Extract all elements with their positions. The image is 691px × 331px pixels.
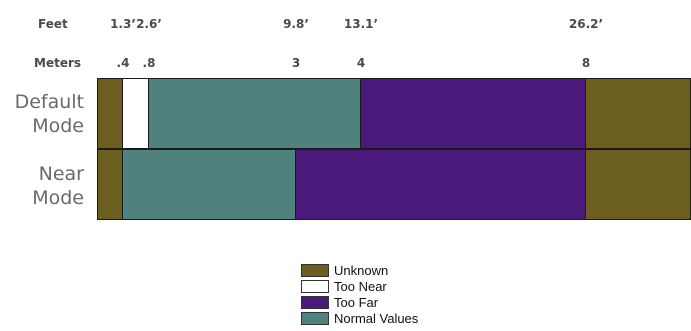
tick-meters-4: 8 [581,56,591,70]
default-mode-bar [97,79,691,149]
tick-meters-1: .8 [142,56,156,70]
feet-label: Feet [38,17,68,31]
meters-label: Meters [34,56,82,70]
segment-normal [149,79,361,149]
tick-feet-1: 2.6’ [136,17,162,31]
segment-unknown [97,79,123,149]
near-mode-label-line1: Near [38,163,84,185]
segment-too-far [296,149,586,219]
segment-too-far [361,79,586,149]
near-mode-label: Near Mode [0,162,84,210]
tick-feet-2: 9.8’ [283,17,309,31]
tick-feet-0: 1.3’ [110,17,136,31]
legend-swatch-too-far [301,295,329,309]
legend-swatch-unknown [301,263,329,277]
legend-swatch-normal [301,311,329,325]
tick-meters-0: .4 [116,56,130,70]
segment-too-near [123,79,149,149]
legend-label-too-far: Too Far [334,294,379,310]
near-mode-bar [97,149,691,219]
legend-label-too-near: Too Near [334,278,387,294]
segment-unknown [97,149,123,219]
legend-label-unknown: Unknown [334,262,389,278]
default-mode-label-line2: Mode [32,115,84,137]
tick-meters-2: 3 [291,56,301,70]
legend-item-too-near: Too Near [301,278,418,294]
tick-meters-3: 4 [356,56,366,70]
legend-item-unknown: Unknown [301,262,418,278]
tick-feet-4: 26.2’ [568,17,604,31]
segment-unknown [586,79,691,149]
segment-unknown [586,149,691,219]
legend-item-too-far: Too Far [301,294,418,310]
default-mode-label: Default Mode [0,90,84,138]
legend: Unknown Too Near Too Far Normal Values [301,262,418,326]
legend-item-normal: Normal Values [301,310,418,326]
tick-feet-3: 13.1’ [343,17,379,31]
segment-normal [123,149,296,219]
legend-swatch-too-near [301,279,329,293]
near-mode-label-line2: Mode [32,187,84,209]
default-mode-label-line1: Default [14,91,84,113]
legend-label-normal: Normal Values [334,310,419,326]
